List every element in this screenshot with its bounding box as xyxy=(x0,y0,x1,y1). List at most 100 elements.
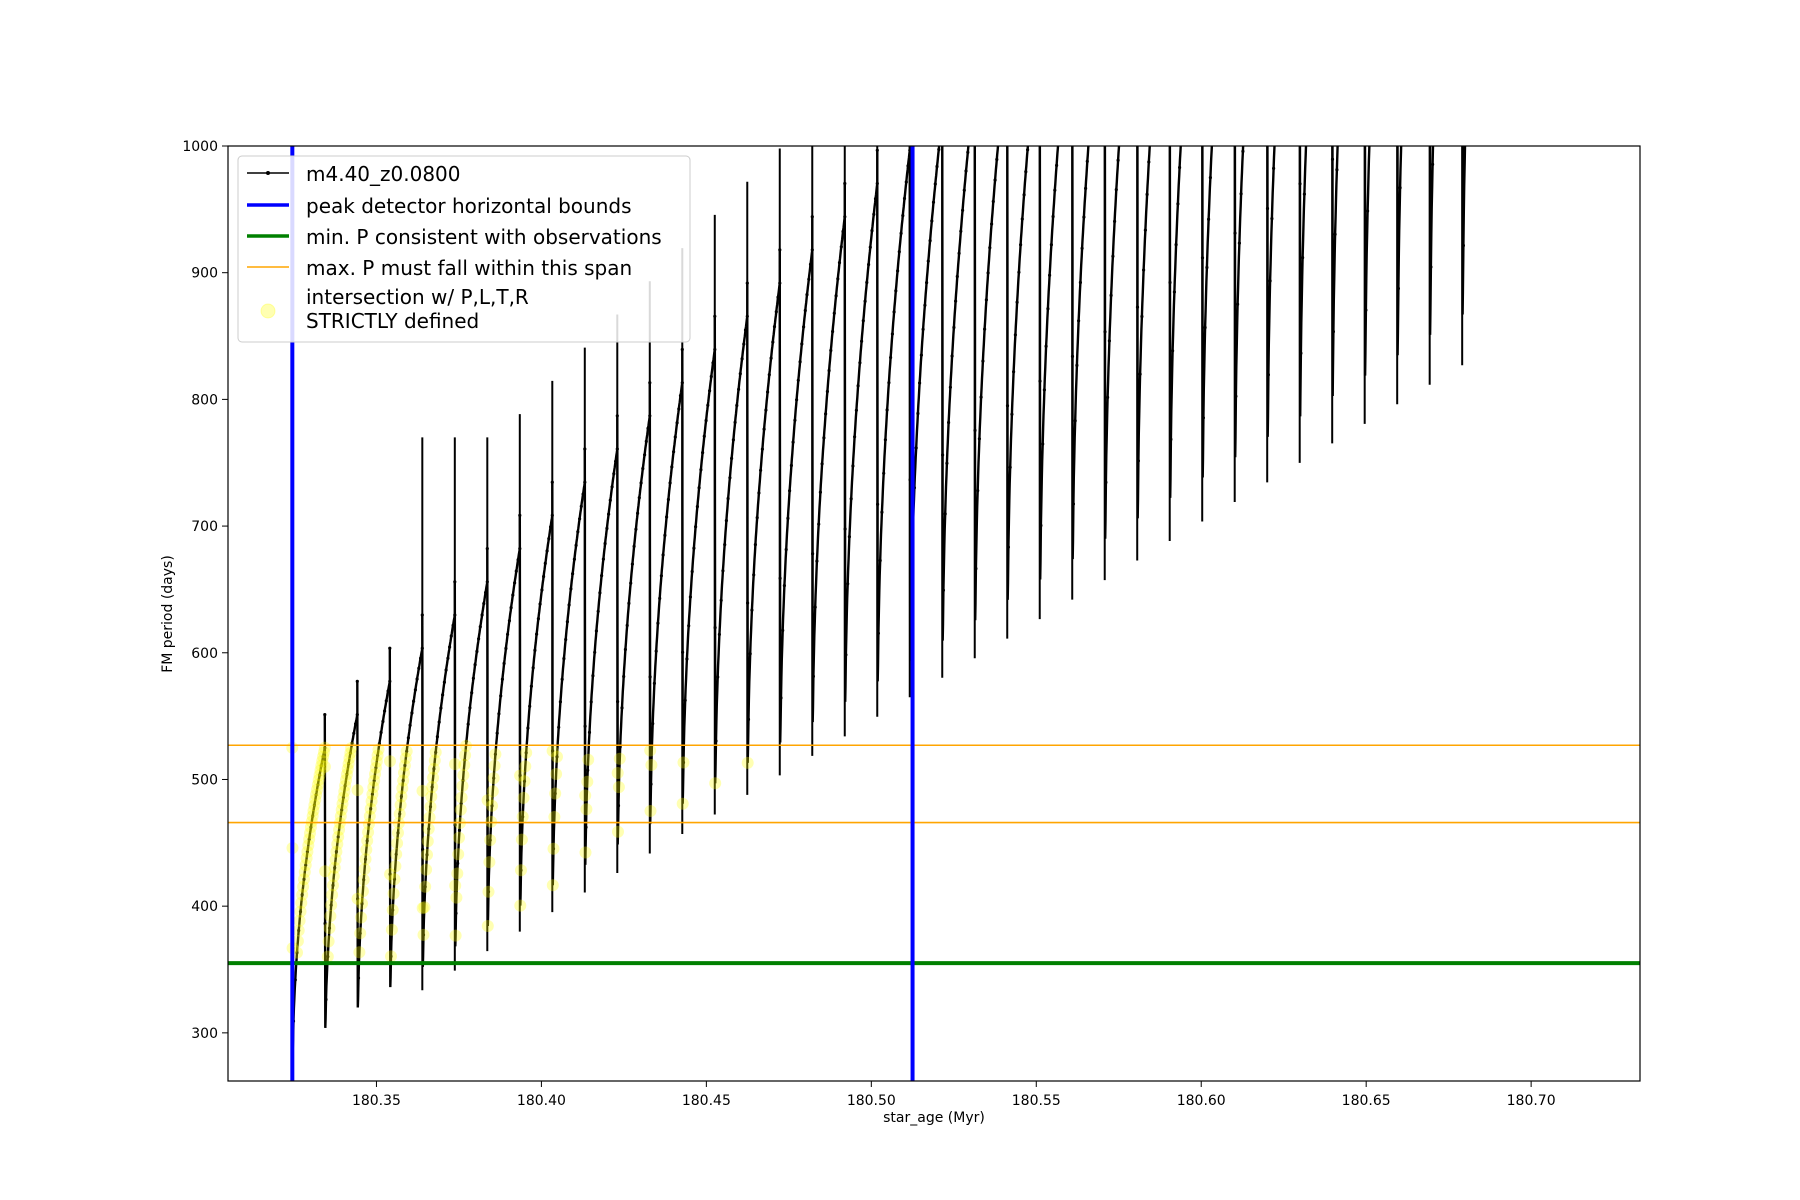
legend-label-intersection-line2: STRICTLY defined xyxy=(306,309,479,333)
series-point xyxy=(716,675,720,679)
series-point xyxy=(381,719,385,724)
series-point xyxy=(708,389,712,393)
intersection-point xyxy=(316,755,329,768)
series-point xyxy=(543,561,547,566)
series-point xyxy=(847,535,852,539)
intersection-point xyxy=(548,811,561,823)
series-point xyxy=(977,437,982,441)
series-point xyxy=(746,717,751,722)
intersection-point xyxy=(366,788,379,801)
series-point xyxy=(849,497,853,501)
series-point xyxy=(413,688,417,692)
series-point xyxy=(589,700,593,704)
series-point xyxy=(1176,202,1180,206)
intersection-point xyxy=(336,797,349,810)
series-point xyxy=(795,398,799,402)
series-point xyxy=(648,675,652,679)
series-point xyxy=(350,741,354,745)
series-point xyxy=(608,498,612,502)
intersection-point xyxy=(741,756,754,769)
series-point xyxy=(1172,290,1176,294)
series-point xyxy=(551,749,555,753)
intersection-point xyxy=(356,885,369,898)
series-point xyxy=(437,720,441,724)
series-point xyxy=(937,147,941,152)
intersection-point xyxy=(368,774,381,787)
series-point xyxy=(748,652,752,656)
series-point xyxy=(1136,459,1140,463)
series-point xyxy=(632,544,636,548)
series-point xyxy=(948,385,953,389)
series-point xyxy=(817,522,821,526)
series-point xyxy=(562,657,566,661)
series-point xyxy=(583,447,587,451)
series-point xyxy=(1140,314,1144,319)
series-point xyxy=(882,471,886,475)
intersection-point xyxy=(423,811,436,824)
intersection-point xyxy=(342,757,355,770)
series-point xyxy=(456,861,460,866)
series-point xyxy=(587,730,592,735)
series-point xyxy=(824,412,828,416)
series-point xyxy=(535,632,539,636)
intersection-point xyxy=(516,810,529,823)
series-point xyxy=(1178,165,1182,170)
series-point xyxy=(880,510,884,514)
series-point xyxy=(341,795,345,800)
series-point xyxy=(904,180,908,184)
series-point xyxy=(805,293,809,297)
series-point xyxy=(885,408,889,412)
series-point xyxy=(618,745,622,749)
series-point xyxy=(861,319,865,323)
intersection-point xyxy=(399,752,412,765)
series-point xyxy=(343,784,347,788)
intersection-point xyxy=(390,848,403,861)
series-point xyxy=(1019,243,1023,247)
intersection-point xyxy=(452,848,465,861)
series-point xyxy=(311,814,315,818)
intersection-point xyxy=(308,799,321,812)
series-point xyxy=(976,489,980,493)
series-point xyxy=(846,582,850,586)
intersection-point xyxy=(397,774,410,787)
series-point xyxy=(983,327,987,331)
intersection-point xyxy=(456,780,469,792)
intersection-point xyxy=(484,834,497,847)
series-point xyxy=(876,502,880,506)
series-point xyxy=(305,850,309,854)
series-point xyxy=(300,893,304,897)
legend: m4.40_z0.0800 peak detector horizontal b… xyxy=(237,155,691,343)
series-point xyxy=(1116,158,1120,162)
x-tick-label: 180.55 xyxy=(1012,1093,1061,1109)
intersection-point xyxy=(386,904,399,916)
intersection-point xyxy=(546,879,559,892)
intersection-point xyxy=(372,743,385,756)
series-point xyxy=(486,890,491,894)
series-point xyxy=(901,214,905,218)
series-point xyxy=(659,574,664,578)
series-point xyxy=(478,625,482,629)
series-point xyxy=(593,650,597,654)
series-point xyxy=(883,438,888,442)
series-point xyxy=(738,372,742,376)
series-point xyxy=(1138,372,1142,376)
series-point xyxy=(643,453,647,457)
intersection-point xyxy=(311,778,324,791)
series-point xyxy=(666,497,671,502)
intersection-point xyxy=(450,891,463,904)
intersection-point xyxy=(344,747,357,760)
series-point xyxy=(384,699,388,703)
series-point xyxy=(724,519,729,523)
intersection-point xyxy=(341,763,354,775)
series-point xyxy=(856,384,860,388)
series-point xyxy=(802,325,806,329)
intersection-point xyxy=(519,760,532,773)
series-point xyxy=(759,468,763,472)
series-pulse-line xyxy=(1396,146,1403,356)
intersection-point xyxy=(301,845,314,858)
series-point xyxy=(605,526,609,531)
legend-entry-max-p: max. P must fall within this span xyxy=(247,256,632,280)
series-point xyxy=(492,776,496,780)
series-point xyxy=(435,735,439,739)
series-point xyxy=(740,357,744,361)
